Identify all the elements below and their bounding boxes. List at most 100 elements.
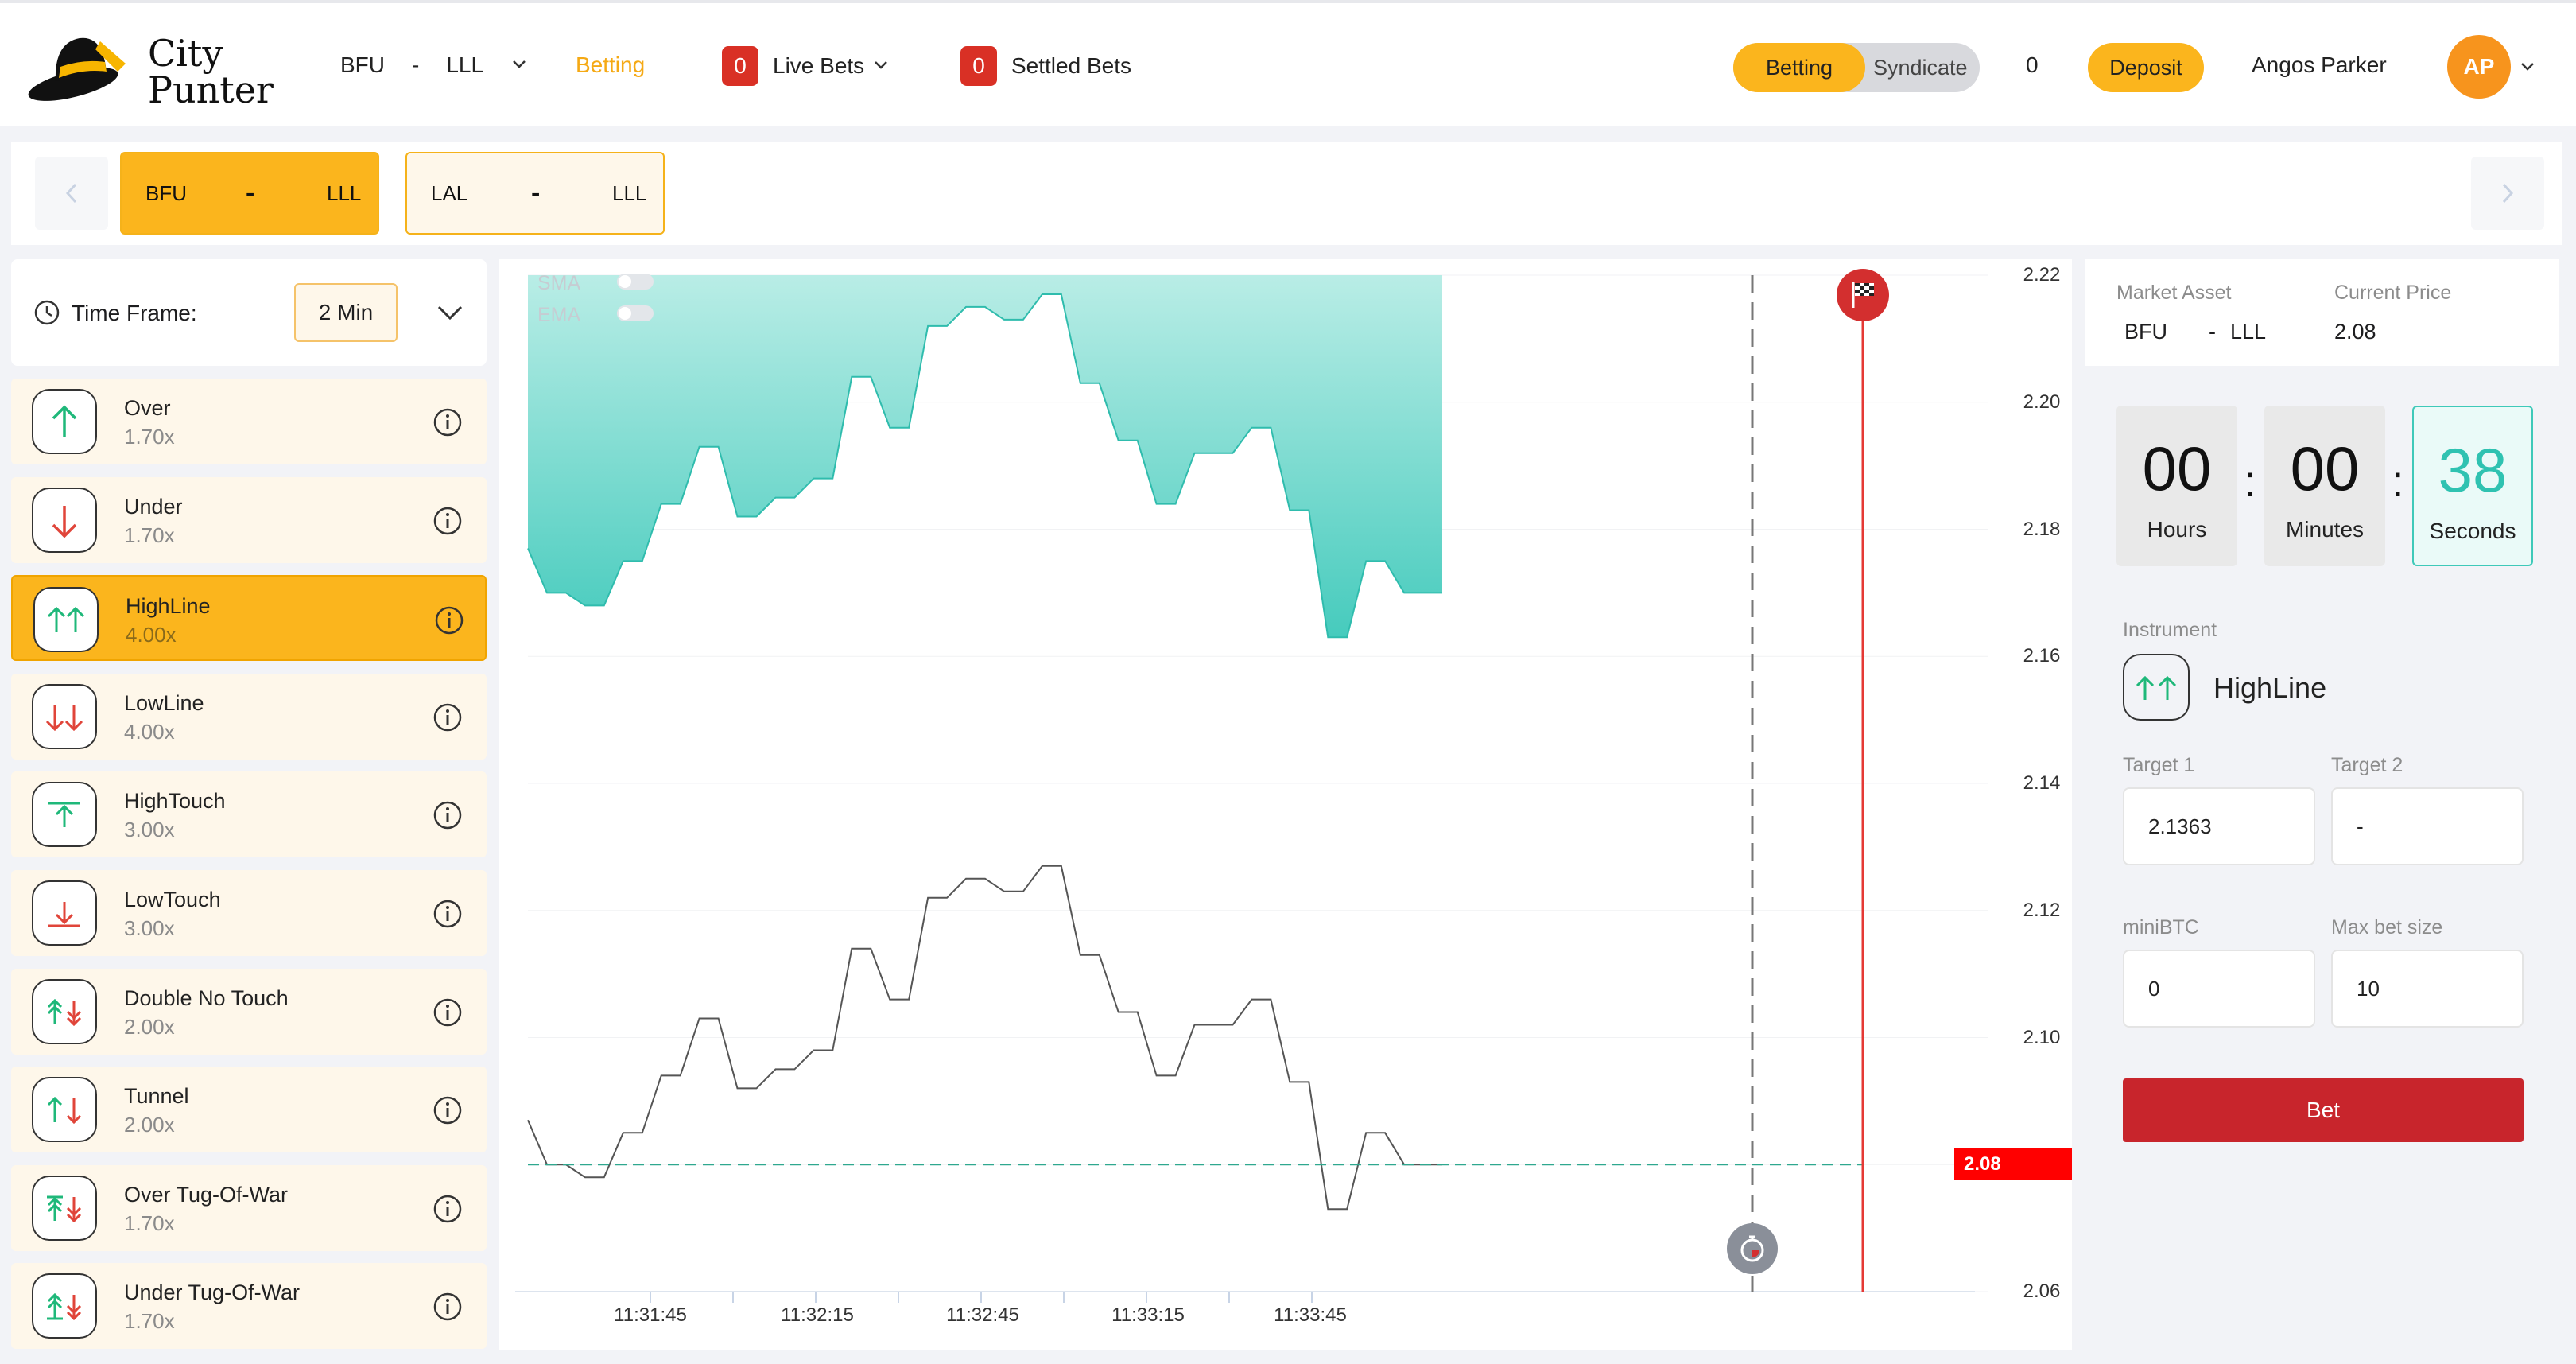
deposit-button[interactable]: Deposit (2088, 43, 2204, 92)
hat-logo-icon[interactable] (24, 32, 135, 103)
y-tick-label: 2.06 (2023, 1280, 2061, 1302)
brand-line-2: Punter (148, 68, 274, 111)
instrument-name: HighLine (126, 594, 211, 619)
target1-field[interactable]: 2.1363 (2123, 787, 2315, 865)
asset-base: BFU (2124, 320, 2167, 344)
timer-colon: : (2392, 456, 2404, 506)
bet-panel: Market Asset BFU - LLL Current Price 2.0… (2085, 259, 2559, 1350)
double-arrow-down-icon (32, 683, 97, 749)
minibtc-label: miniBTC (2123, 916, 2199, 938)
hours-value: 00 (2142, 433, 2212, 503)
instrument-multiplier: 1.70x (124, 1309, 175, 1334)
instrument-item[interactable]: Under 1.70x (11, 476, 487, 563)
max-bet-field[interactable]: 10 (2331, 950, 2524, 1028)
pair-tab-lal-lll[interactable]: LAL - LLL (405, 152, 665, 235)
pair-tab-bfu-lll[interactable]: BFU - LLL (120, 152, 379, 235)
instrument-item[interactable]: Over 1.70x (11, 379, 487, 464)
price-area-edge (527, 293, 1442, 639)
info-icon[interactable] (434, 605, 464, 635)
user-name[interactable]: Angos Parker (2252, 52, 2387, 77)
double-no-touch-icon (32, 978, 97, 1044)
chart-canvas (515, 274, 1988, 1303)
pair-tab-sep: - (246, 177, 255, 208)
market-asset-label: Market Asset (2116, 282, 2232, 304)
pair-quote: LLL (446, 52, 484, 77)
chevron-down-icon[interactable] (436, 302, 464, 327)
pairs-prev-button[interactable] (35, 157, 108, 230)
instrument-item[interactable]: Under Tug-Of-War 1.70x (11, 1263, 487, 1350)
info-icon[interactable] (433, 800, 463, 830)
price-chart[interactable]: SMA EMA 2.22 2.20 2.18 2.16 2.14 2.12 2.10 2.08… (499, 259, 2072, 1350)
finish-flag-icon (1837, 269, 1889, 321)
settled-bets-link[interactable]: 0 Settled Bets (960, 46, 1131, 86)
instrument-name: Double No Touch (124, 985, 289, 1010)
y-tick-label: 2.12 (2023, 899, 2061, 921)
instrument-item[interactable]: HighTouch 3.00x (11, 771, 487, 858)
ema-toggle[interactable] (617, 305, 654, 321)
timer-colon: : (2244, 456, 2256, 506)
market-asset-value: BFU - LLL (2124, 320, 2266, 344)
avatar[interactable]: AP (2447, 35, 2511, 99)
time-frame-value[interactable]: 2 Min (294, 283, 398, 342)
mode-toggle[interactable]: Betting Syndicate (1733, 43, 1980, 92)
info-icon[interactable] (433, 1194, 463, 1224)
live-bets-menu[interactable]: 0 Live Bets (722, 46, 890, 86)
info-icon[interactable] (433, 407, 463, 437)
minibtc-field[interactable]: 0 (2123, 950, 2315, 1028)
settled-bets-label: Settled Bets (1011, 53, 1131, 78)
instrument-name: Under Tug-Of-War (124, 1280, 301, 1305)
price-line (527, 865, 1442, 1211)
instrument-name: HighTouch (124, 789, 226, 814)
instrument-item[interactable]: Over Tug-Of-War 1.70x (11, 1164, 487, 1251)
minutes-value: 00 (2290, 433, 2360, 503)
time-frame-selector: Time Frame: 2 Min (11, 259, 487, 366)
target2-field[interactable]: - (2331, 787, 2524, 865)
pairs-next-button[interactable] (2471, 157, 2544, 230)
info-icon[interactable] (433, 1292, 463, 1322)
pair-tabs-bar: BFU - LLL LAL - LLL (11, 142, 2562, 245)
nav-betting-link[interactable]: Betting (576, 52, 646, 77)
info-icon[interactable] (433, 1095, 463, 1125)
pair-selector[interactable]: BFU - LLL (340, 52, 528, 78)
instrument-name: LowLine (124, 690, 204, 715)
seconds-label: Seconds (2429, 519, 2516, 543)
instrument-item[interactable]: LowTouch 3.00x (11, 870, 487, 956)
toggle-syndicate[interactable]: Syndicate (1873, 56, 1968, 80)
y-tick-label: 2.16 (2023, 645, 2061, 667)
max-bet-label: Max bet size (2331, 916, 2443, 938)
pair-sep: - (412, 52, 420, 77)
hours-label: Hours (2147, 517, 2207, 542)
brand-name: City Punter (148, 35, 274, 108)
instrument-multiplier: 3.00x (124, 916, 175, 940)
bet-button[interactable]: Bet (2123, 1078, 2524, 1142)
instrument-multiplier: 3.00x (124, 818, 175, 842)
sma-toggle[interactable] (617, 274, 654, 290)
info-icon[interactable] (433, 997, 463, 1028)
timer-hours: 00 Hours (2116, 406, 2237, 566)
pair-tab-quote: LLL (612, 181, 647, 205)
info-icon[interactable] (433, 899, 463, 929)
x-tick-label: 11:32:45 (946, 1304, 1019, 1326)
instrument-item[interactable]: LowLine 4.00x (11, 673, 487, 760)
info-icon[interactable] (433, 702, 463, 733)
instrument-item[interactable]: Tunnel 2.00x (11, 1067, 487, 1153)
info-icon[interactable] (433, 506, 463, 536)
balance-value: 0 (2026, 52, 2039, 77)
instrument-item[interactable]: HighLine 4.00x (11, 575, 487, 662)
top-bar: City Punter BFU - LLL Betting 0 Live Bet… (0, 0, 2576, 126)
live-bets-label: Live Bets (773, 53, 865, 78)
y-tick-label: 2.10 (2023, 1026, 2061, 1048)
minutes-label: Minutes (2285, 517, 2365, 542)
toggle-betting[interactable]: Betting (1733, 43, 1865, 92)
chevron-down-icon (510, 52, 528, 78)
low-touch-icon (32, 880, 97, 946)
chevron-down-icon[interactable] (2519, 57, 2536, 79)
instrument-multiplier: 2.00x (124, 1113, 175, 1137)
instrument-name: LowTouch (124, 888, 221, 911)
y-tick-label: 2.20 (2023, 391, 2061, 413)
instrument-item[interactable]: Double No Touch 2.00x (11, 968, 487, 1055)
x-tick-label: 11:31:45 (614, 1304, 687, 1326)
time-frame-label: Time Frame: (72, 301, 197, 325)
clock-icon (33, 299, 60, 330)
pair-tab-base: LAL (431, 181, 468, 205)
